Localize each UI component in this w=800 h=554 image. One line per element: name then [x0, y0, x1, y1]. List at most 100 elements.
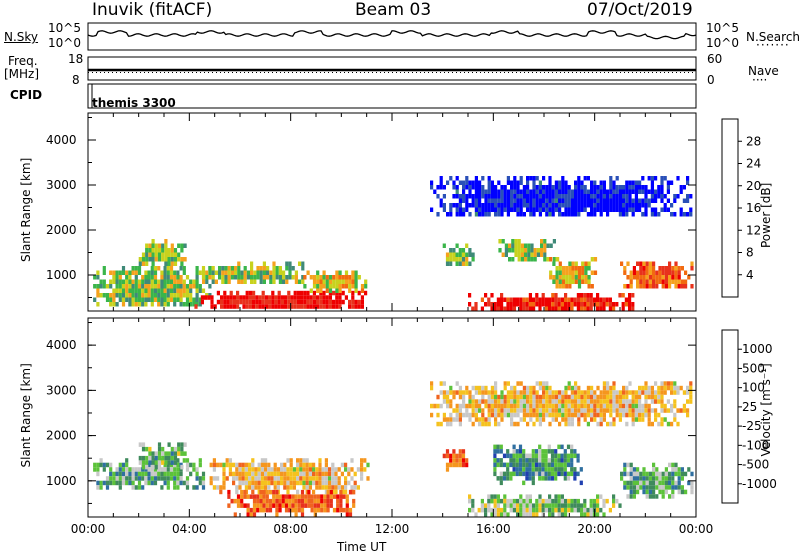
heatmap-cell [532, 207, 536, 212]
heatmap-cell [612, 390, 616, 395]
heatmap-cell [626, 462, 630, 468]
heatmap-cell [573, 498, 577, 504]
heatmap-cell [455, 462, 459, 468]
heatmap-cell [248, 295, 252, 300]
heatmap-cell [599, 207, 603, 212]
heatmap-cell [576, 507, 580, 513]
heatmap-cell [352, 489, 356, 495]
heatmap-cell [449, 421, 453, 427]
heatmap-cell [478, 417, 482, 422]
heatmap-cell [166, 275, 170, 280]
heatmap-cell [166, 270, 170, 275]
heatmap-cell [185, 467, 190, 472]
heatmap-cell [452, 417, 456, 422]
heatmap-cell [445, 467, 450, 472]
heatmap-cell [599, 417, 603, 422]
heatmap-cell [538, 381, 542, 386]
heatmap-cell [286, 489, 290, 495]
heatmap-cell [147, 275, 151, 280]
heatmap-cell [671, 480, 675, 486]
heatmap-cell [500, 390, 504, 395]
heatmap-cell [354, 288, 358, 293]
heatmap-cell [277, 295, 281, 300]
heatmap-cell [283, 462, 287, 468]
heatmap-cell [524, 248, 528, 253]
heatmap-cell [504, 252, 508, 257]
heatmap-cell [532, 180, 536, 185]
heatmap-cell [670, 390, 674, 395]
y-tick-label: 2000 [46, 223, 77, 237]
heatmap-cell [589, 293, 593, 298]
heatmap-cell [510, 385, 514, 391]
heatmap-cell [584, 266, 588, 271]
heatmap-cell [332, 299, 336, 305]
heatmap-cell [468, 403, 472, 409]
heatmap-cell [499, 444, 503, 450]
heatmap-cell [494, 194, 498, 199]
heatmap-cell [541, 498, 545, 504]
heatmap-cell [629, 275, 633, 280]
heatmap-cell [160, 284, 164, 289]
heatmap-cell [548, 512, 552, 517]
heatmap-cell [281, 498, 285, 504]
heatmap-cell [357, 299, 361, 305]
heatmap-cell [125, 279, 129, 284]
heatmap-cell [529, 176, 533, 181]
heatmap-cell [655, 467, 659, 472]
heatmap-cell [154, 464, 158, 470]
heatmap-cell [494, 189, 498, 194]
heatmap-cell [118, 480, 122, 486]
heatmap-cell [503, 399, 507, 404]
heatmap-cell [213, 304, 217, 309]
heatmap-cell [166, 480, 170, 486]
heatmap-cell [657, 185, 661, 190]
heatmap-cell [543, 248, 547, 253]
heatmap-cell [645, 270, 649, 275]
heatmap-cell [606, 189, 610, 194]
heatmap-cell [240, 498, 244, 504]
heatmap-cell [525, 306, 529, 311]
heatmap-cell [458, 403, 462, 409]
heatmap-cell [458, 252, 462, 257]
heatmap-cell [527, 257, 531, 262]
heatmap-cell [538, 494, 542, 499]
heatmap-cell [520, 243, 524, 248]
heatmap-cell [621, 302, 625, 307]
heatmap-cell [497, 198, 501, 203]
heatmap-cell [170, 257, 174, 262]
heatmap-cell [345, 494, 349, 499]
heatmap-cell [105, 476, 110, 481]
heatmap-cell [577, 176, 581, 181]
heatmap-cell [462, 212, 466, 217]
heatmap-cell [296, 489, 300, 495]
heatmap-cell [567, 399, 571, 404]
heatmap-cell [609, 194, 613, 199]
heatmap-cell [644, 203, 648, 208]
heatmap-cell [267, 476, 271, 481]
heatmap-cell [522, 458, 526, 463]
heatmap-cell [493, 503, 497, 508]
heatmap-cell [452, 185, 456, 190]
heatmap-cell [642, 275, 646, 280]
heatmap-cell [157, 467, 161, 472]
heatmap-cell [265, 503, 269, 508]
heatmap-cell [477, 507, 481, 513]
heatmap-cell [286, 485, 290, 490]
heatmap-cell [195, 485, 199, 490]
heatmap-cell [584, 275, 588, 280]
heatmap-cell [338, 284, 342, 289]
heatmap-cell [324, 485, 328, 490]
heatmap-cell [332, 279, 336, 284]
heatmap-cell [511, 243, 515, 248]
heatmap-cell [307, 503, 311, 508]
heatmap-cell [526, 207, 530, 212]
heatmap-cell [157, 451, 162, 456]
heatmap-cell [566, 471, 571, 477]
heatmap-cell [270, 467, 274, 472]
heatmap-cell [458, 390, 462, 395]
heatmap-cell [677, 284, 681, 289]
heatmap-cell [118, 293, 122, 298]
heatmap-cell [254, 485, 258, 490]
heatmap-cell [471, 503, 475, 508]
heatmap-cell [554, 449, 558, 454]
